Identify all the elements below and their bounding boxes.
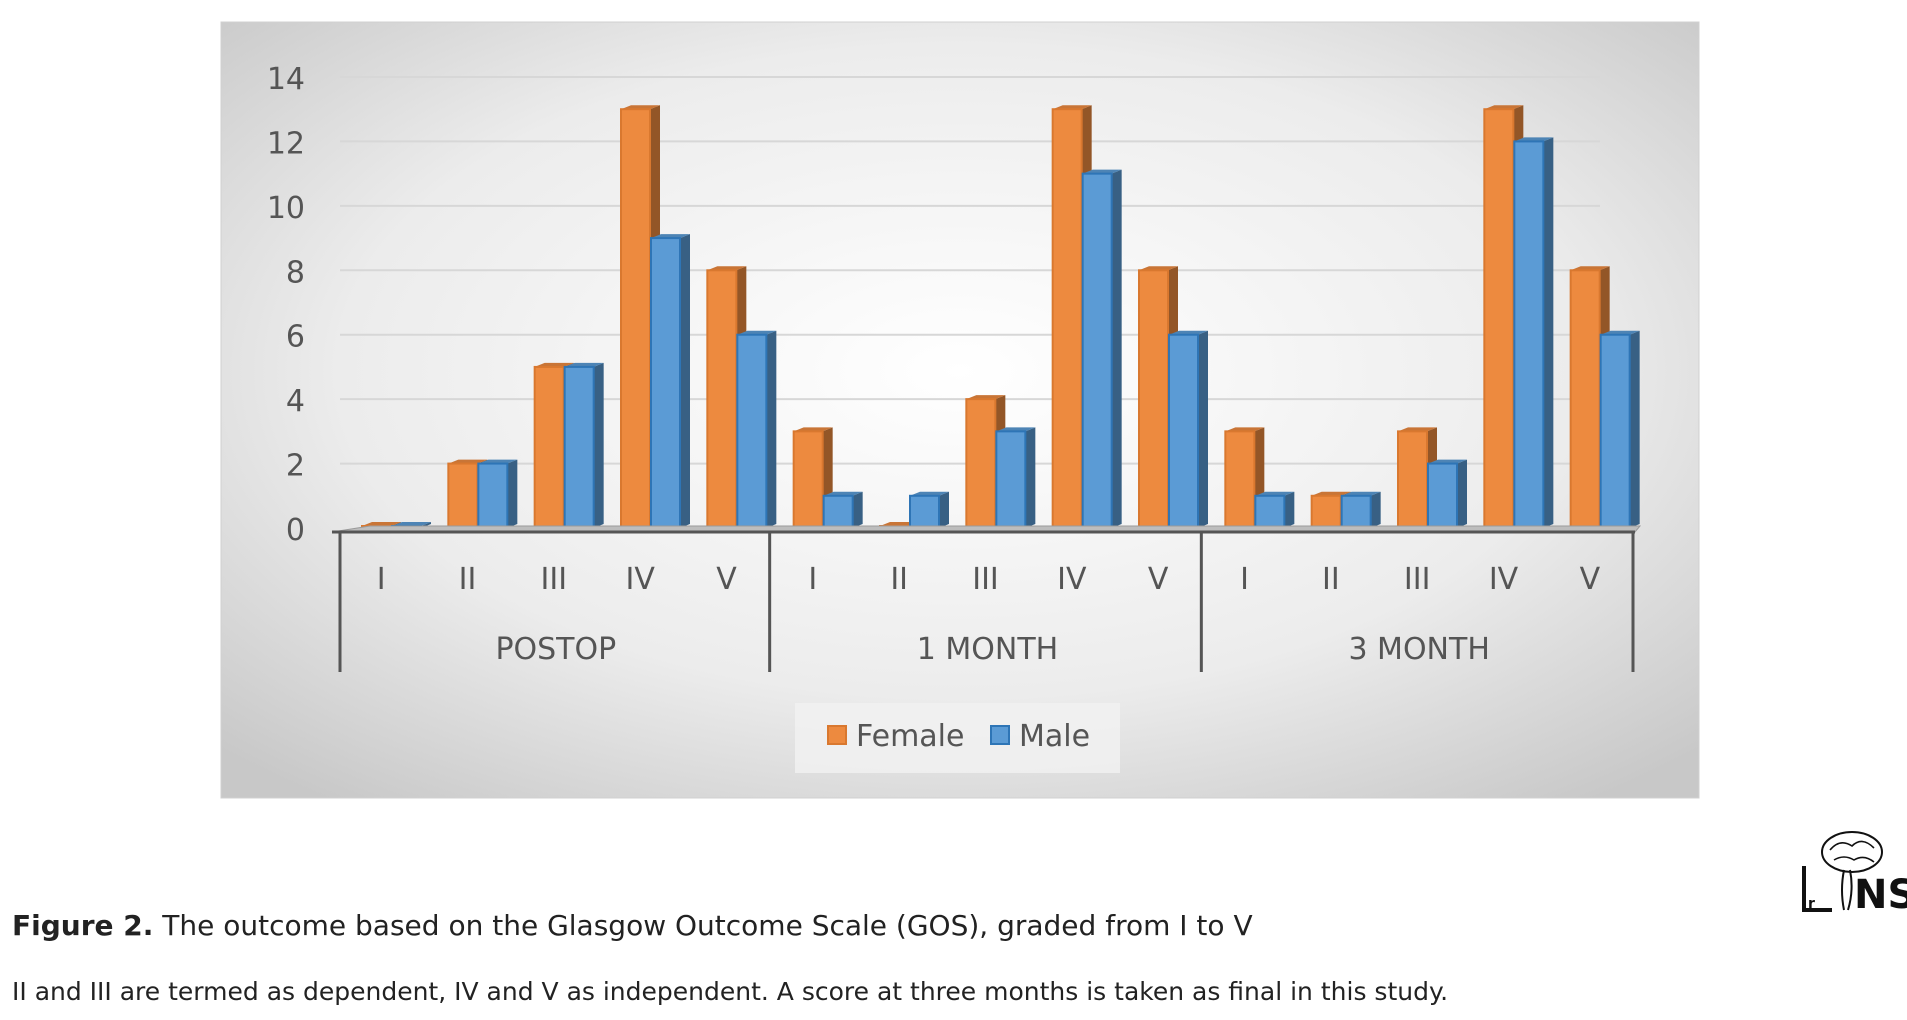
y-tick-label: 8 (286, 255, 305, 290)
bar-male (477, 459, 518, 530)
y-tick-label: 2 (286, 449, 305, 484)
legend-label-female: Female (856, 719, 964, 754)
y-tick-label: 4 (286, 384, 305, 419)
legend-swatch-male (990, 725, 1010, 745)
y-tick-label: 14 (267, 62, 305, 97)
x-tick-label: V (1148, 562, 1169, 597)
x-tick-label: III (1404, 562, 1431, 597)
figure-label: Figure 2. (12, 909, 154, 942)
y-tick-label: 6 (286, 320, 305, 355)
x-tick-label: I (808, 562, 817, 597)
figure-note: II and III are termed as dependent, IV a… (12, 977, 1449, 1006)
bar-male (1081, 169, 1122, 529)
group-label: POSTOP (495, 632, 616, 667)
x-tick-label: I (377, 562, 386, 597)
bar-male (995, 427, 1036, 530)
y-tick-label: 12 (267, 126, 305, 161)
bar-male (650, 234, 690, 529)
x-tick-label: IV (1057, 562, 1087, 597)
bar-male (909, 491, 949, 529)
figure-caption: Figure 2. The outcome based on the Glasg… (12, 909, 1253, 942)
brain-spine-logo-icon: r NS (1802, 831, 1907, 918)
bar-male (736, 330, 777, 530)
plot-background (220, 21, 1700, 799)
bar-male (563, 362, 604, 529)
group-label: 1 MONTH (917, 632, 1058, 667)
bar-male (822, 491, 863, 529)
bar-male (1513, 137, 1554, 530)
x-tick-label: II (1322, 562, 1340, 597)
caption-text: The outcome based on the Glasgow Outcome… (153, 909, 1253, 942)
group-label: 3 MONTH (1348, 632, 1489, 667)
bar-male (1340, 491, 1381, 529)
x-tick-label: I (1240, 562, 1249, 597)
legend-label-male: Male (1019, 719, 1090, 754)
x-tick-label: II (890, 562, 908, 597)
svg-text:r: r (1808, 896, 1815, 912)
x-tick-label: II (459, 562, 477, 597)
legend-swatch-female (827, 725, 847, 745)
bar-male (1599, 330, 1640, 530)
y-tick-label: 0 (286, 513, 305, 548)
bar-male (1427, 459, 1467, 530)
x-tick-label: V (1580, 562, 1601, 597)
y-tick-label: 10 (267, 191, 305, 226)
x-tick-label: V (716, 562, 737, 597)
bar-male (1254, 491, 1295, 529)
bar-male (1168, 330, 1208, 530)
x-tick-label: IV (1489, 562, 1519, 597)
x-tick-label: IV (625, 562, 655, 597)
legend: Female Male (795, 703, 1120, 773)
x-tick-label: III (972, 562, 999, 597)
x-tick-label: III (541, 562, 568, 597)
svg-text:NS: NS (1854, 872, 1907, 918)
